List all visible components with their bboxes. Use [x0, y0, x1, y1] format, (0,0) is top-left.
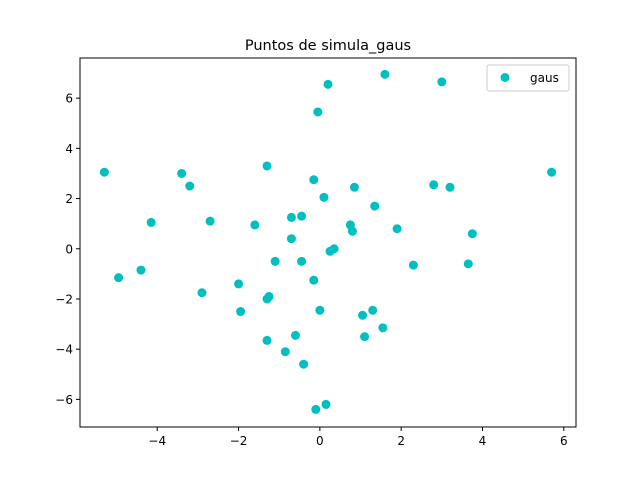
data-point: [408, 260, 418, 270]
data-point: [286, 212, 296, 222]
x-axis: −4 −2 0 2 4 6: [148, 427, 568, 448]
data-point: [114, 273, 124, 283]
data-point: [264, 291, 274, 301]
x-tick-label: 6: [560, 434, 568, 448]
y-tick-label: −6: [55, 393, 73, 407]
data-point: [250, 220, 260, 230]
data-point: [234, 279, 244, 289]
data-point: [280, 347, 290, 357]
data-point: [463, 259, 473, 269]
chart-title: Puntos de simula_gaus: [245, 38, 411, 54]
data-point: [467, 229, 477, 239]
data-point: [262, 335, 272, 345]
data-point: [378, 323, 388, 333]
plot-frame: [79, 57, 577, 428]
data-point: [99, 167, 109, 177]
x-tick-label: −4: [148, 434, 166, 448]
y-tick-label: 6: [65, 92, 73, 106]
data-point: [323, 79, 333, 89]
legend-label-gaus: gaus: [530, 71, 559, 85]
data-point: [297, 211, 307, 221]
data-point: [146, 217, 156, 227]
data-point: [360, 332, 370, 342]
data-point: [262, 161, 272, 171]
data-point: [358, 310, 368, 320]
data-point: [136, 265, 146, 275]
x-tick-label: 0: [316, 434, 324, 448]
legend-box: [486, 64, 570, 92]
data-point: [177, 168, 187, 178]
data-point: [297, 256, 307, 266]
data-point: [309, 275, 319, 285]
data-point: [236, 307, 246, 317]
data-point: [321, 399, 331, 409]
data-point: [205, 216, 215, 226]
points-layer: [99, 69, 557, 414]
data-point: [547, 167, 557, 177]
data-point: [380, 69, 390, 79]
data-point: [299, 359, 309, 369]
data-point: [437, 77, 447, 87]
data-point: [185, 181, 195, 191]
data-point: [313, 107, 323, 117]
data-point: [445, 182, 455, 192]
x-tick-label: −2: [230, 434, 248, 448]
data-point: [349, 182, 359, 192]
data-point: [197, 288, 207, 298]
x-tick-label: 2: [397, 434, 405, 448]
y-tick-label: −4: [55, 343, 73, 357]
y-tick-label: 4: [65, 142, 73, 156]
x-tick-label: 4: [479, 434, 487, 448]
data-point: [329, 244, 339, 254]
y-axis: −6 −4 −2 0 2 4 6: [55, 92, 80, 407]
y-tick-label: 0: [65, 242, 73, 256]
y-tick-label: −2: [55, 292, 73, 306]
data-point: [429, 180, 439, 190]
data-point: [309, 175, 319, 185]
legend-marker: [500, 73, 510, 82]
data-point: [315, 305, 325, 315]
data-point: [347, 226, 357, 236]
data-point: [286, 234, 296, 244]
data-point: [270, 256, 280, 266]
data-point: [319, 192, 329, 202]
data-point: [392, 224, 402, 234]
data-point: [370, 201, 380, 211]
data-point: [368, 305, 378, 315]
data-point: [290, 330, 300, 340]
y-tick-label: 2: [65, 192, 73, 206]
data-point: [311, 404, 321, 414]
legend: gaus: [486, 64, 570, 92]
